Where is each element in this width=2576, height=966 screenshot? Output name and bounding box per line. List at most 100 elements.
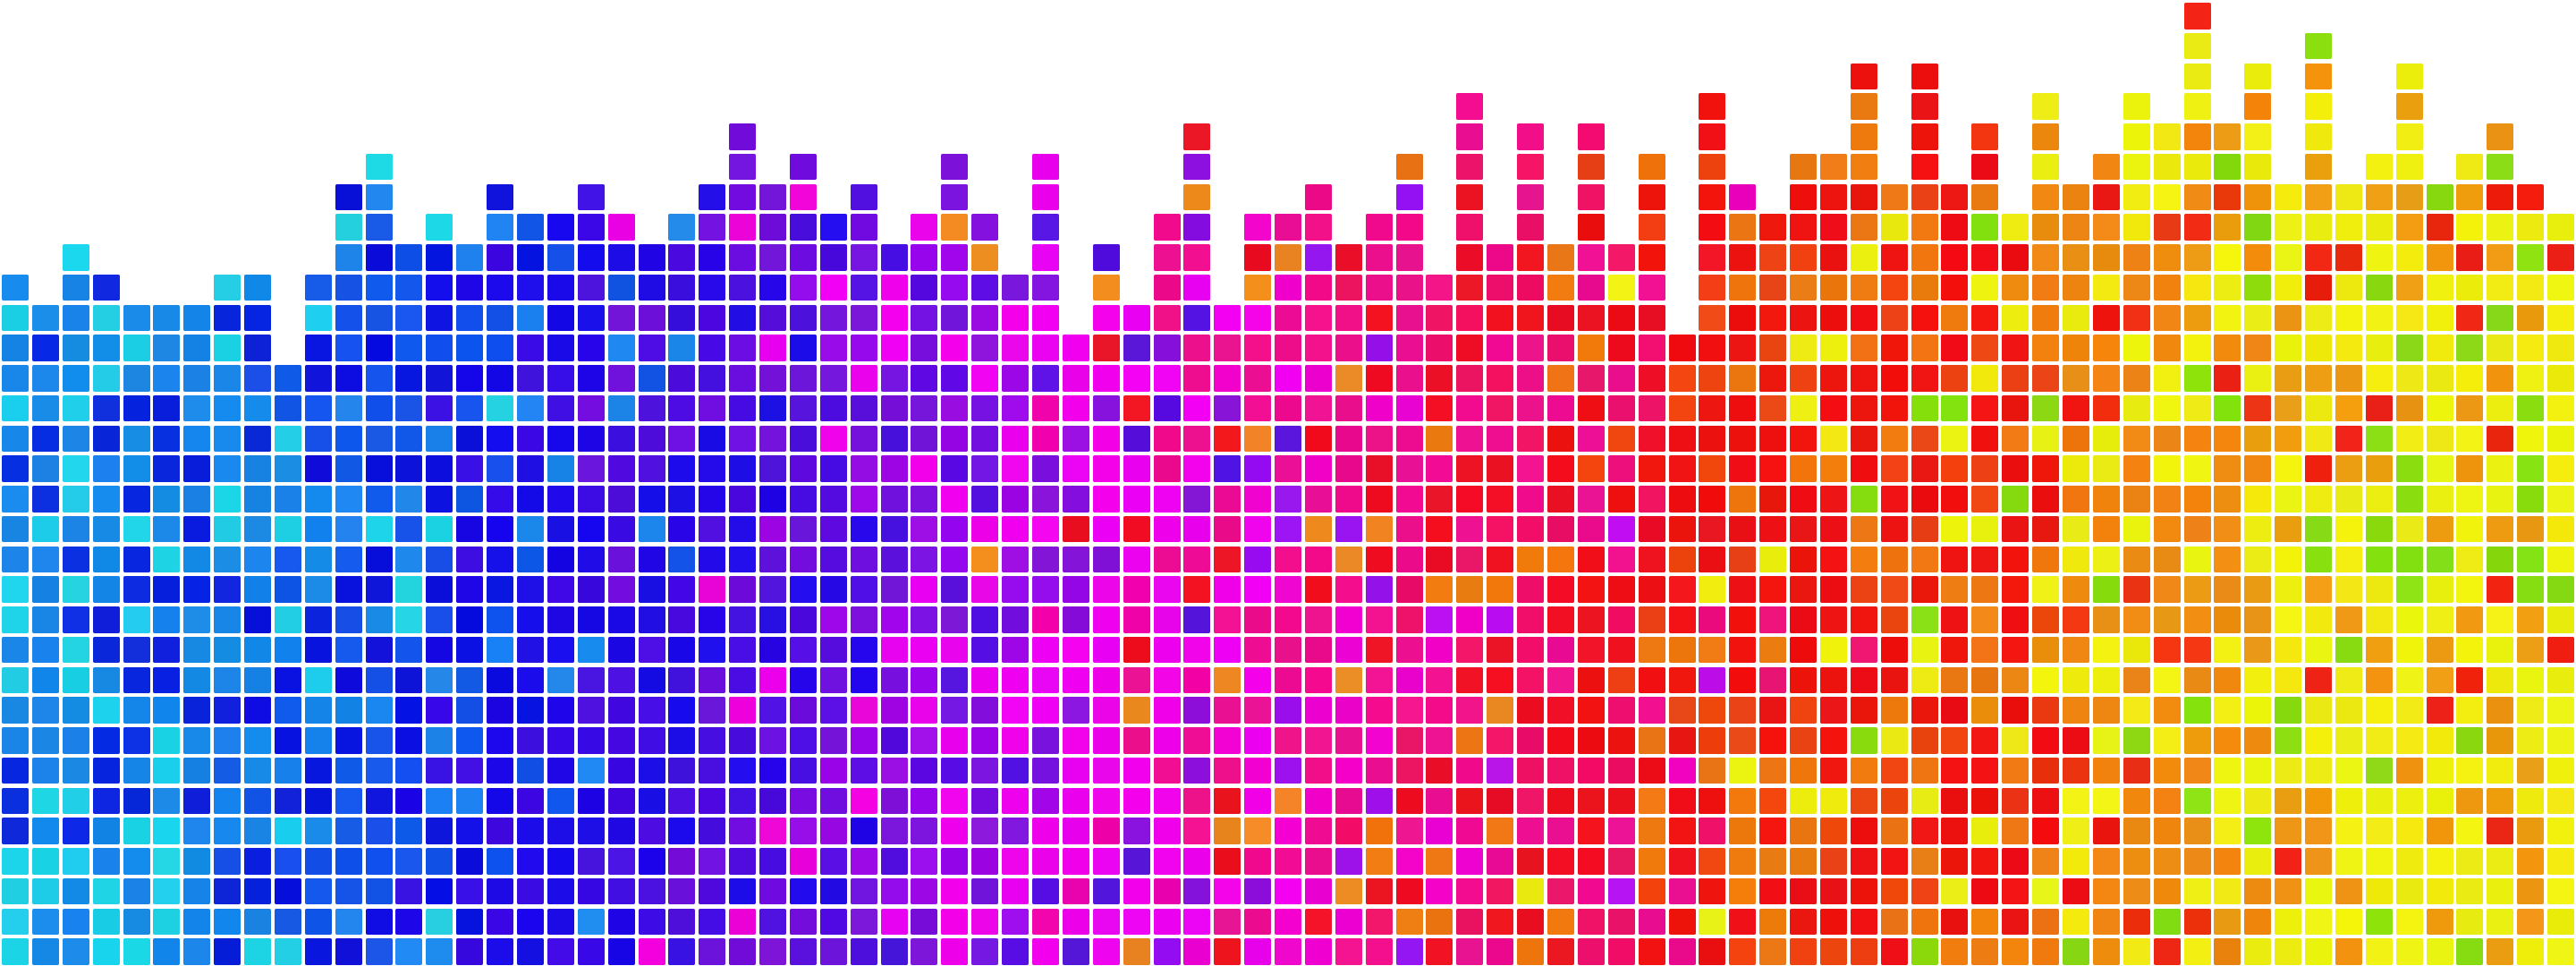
mosaic-cell <box>668 335 695 361</box>
mosaic-cell <box>2184 455 2211 482</box>
mosaic-cell <box>275 606 301 633</box>
mosaic-cell <box>1275 727 1301 754</box>
mosaic-cell <box>1244 244 1271 271</box>
mosaic-cell <box>2517 214 2544 241</box>
mosaic-cell <box>1517 153 1544 181</box>
mosaic-cell <box>1669 818 1696 844</box>
mosaic-cell <box>2275 877 2301 905</box>
mosaic-cell <box>547 274 574 301</box>
mosaic-cell <box>214 425 241 453</box>
mosaic-cell <box>32 455 59 482</box>
mosaic-cell <box>1396 304 1423 332</box>
mosaic-cell <box>1456 274 1483 301</box>
mosaic-cell <box>2335 394 2362 422</box>
mosaic-cell <box>1851 455 1877 482</box>
mosaic-cell <box>487 636 513 664</box>
mosaic-cell <box>668 515 695 543</box>
mosaic-cell <box>32 908 59 936</box>
mosaic-cell <box>2547 666 2574 694</box>
mosaic-cell <box>1578 425 1605 453</box>
mosaic-cell <box>790 848 817 875</box>
mosaic-cell <box>2366 877 2393 905</box>
mosaic-cell <box>1911 697 1938 724</box>
mosaic-cell <box>1214 727 1241 754</box>
mosaic-cell <box>2366 908 2393 936</box>
mosaic-cell <box>1941 697 1968 724</box>
mosaic-cell <box>2184 666 2211 694</box>
mosaic-cell <box>2002 848 2029 875</box>
mosaic-cell <box>517 757 544 784</box>
mosaic-cell <box>851 183 877 211</box>
mosaic-cell <box>2335 666 2362 694</box>
mosaic-cell <box>2547 757 2574 784</box>
mosaic-cell <box>2487 515 2513 543</box>
mosaic-cell <box>608 335 635 361</box>
mosaic-column <box>1547 0 1574 966</box>
mosaic-cell <box>2547 455 2574 482</box>
mosaic-cell <box>1123 938 1150 965</box>
mosaic-cell <box>1881 515 1908 543</box>
mosaic-column <box>1729 0 1756 966</box>
mosaic-cell <box>275 787 301 815</box>
mosaic-cell <box>1335 394 1362 422</box>
mosaic-cell <box>790 183 817 211</box>
mosaic-cell <box>2335 515 2362 543</box>
mosaic-cell <box>305 757 332 784</box>
mosaic-cell <box>456 394 483 422</box>
mosaic-cell <box>2396 697 2423 724</box>
mosaic-column <box>759 0 786 966</box>
mosaic-cell <box>2547 727 2574 754</box>
mosaic-cell <box>1911 606 1938 633</box>
mosaic-column <box>275 0 301 966</box>
mosaic-cell <box>699 274 725 301</box>
mosaic-cell <box>1578 123 1605 150</box>
mosaic-cell <box>1911 394 1938 422</box>
mosaic-cell <box>2305 908 2332 936</box>
mosaic-cell <box>1275 455 1301 482</box>
mosaic-cell <box>851 787 877 815</box>
mosaic-column <box>2335 0 2362 966</box>
mosaic-cell <box>2063 214 2089 241</box>
mosaic-cell <box>1729 697 1756 724</box>
mosaic-cell <box>2154 335 2181 361</box>
mosaic-cell <box>93 727 120 754</box>
mosaic-cell <box>911 394 937 422</box>
mosaic-cell <box>153 636 180 664</box>
mosaic-cell <box>639 606 665 633</box>
mosaic-cell <box>1820 787 1847 815</box>
mosaic-cell <box>2244 63 2271 90</box>
mosaic-cell <box>183 727 210 754</box>
mosaic-cell <box>2244 335 2271 361</box>
mosaic-cell <box>487 455 513 482</box>
mosaic-cell <box>2275 214 2301 241</box>
mosaic-cell <box>32 727 59 754</box>
mosaic-cell <box>2063 606 2089 633</box>
mosaic-cell <box>1729 787 1756 815</box>
mosaic-cell <box>1487 486 1513 513</box>
mosaic-cell <box>2214 486 2241 513</box>
mosaic-cell <box>1335 757 1362 784</box>
mosaic-cell <box>2305 63 2332 90</box>
mosaic-cell <box>1578 636 1605 664</box>
mosaic-cell <box>395 666 422 694</box>
mosaic-cell <box>335 757 362 784</box>
mosaic-cell <box>123 486 150 513</box>
mosaic-cell <box>2427 908 2453 936</box>
mosaic-cell <box>2123 666 2150 694</box>
mosaic-cell <box>1305 636 1332 664</box>
mosaic-cell <box>1911 183 1938 211</box>
mosaic-cell <box>1063 757 1089 784</box>
mosaic-cell <box>2184 697 2211 724</box>
mosaic-cell <box>668 908 695 936</box>
mosaic-cell <box>1487 606 1513 633</box>
mosaic-cell <box>1759 546 1786 573</box>
mosaic-cell <box>2517 304 2544 332</box>
mosaic-cell <box>639 425 665 453</box>
mosaic-cell <box>1790 757 1817 784</box>
mosaic-cell <box>2547 214 2574 241</box>
mosaic-cell <box>305 666 332 694</box>
mosaic-cell <box>608 214 635 241</box>
mosaic-cell <box>456 486 483 513</box>
mosaic-cell <box>1154 455 1181 482</box>
mosaic-cell <box>1002 394 1029 422</box>
